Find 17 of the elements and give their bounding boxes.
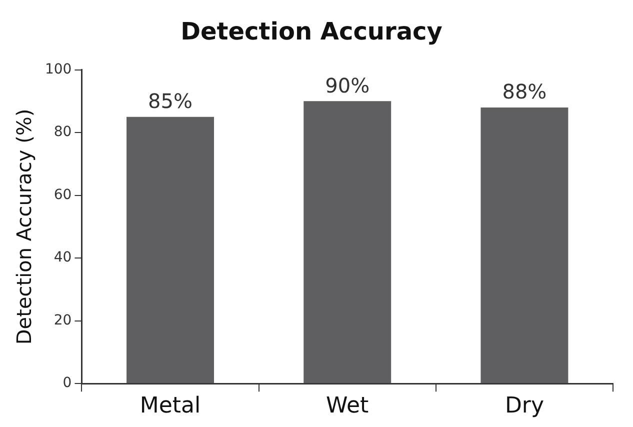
x-tick-label: Wet (326, 394, 370, 419)
data-label: 90% (325, 73, 370, 98)
bar (126, 116, 214, 384)
x-tick-label: Dry (504, 394, 544, 419)
y-tick-label: 80 (54, 124, 72, 140)
bar (480, 107, 568, 384)
data-label: 85% (148, 89, 192, 114)
y-tick-label: 100 (44, 61, 72, 78)
chart-title: Detection Accuracy (180, 18, 443, 46)
data-label: 88% (502, 80, 547, 104)
y-tick-label: 0 (62, 375, 72, 392)
y-axis-title: Detection Accuracy (%) (12, 108, 36, 345)
bar (304, 101, 392, 384)
y-tick-label: 20 (54, 312, 72, 328)
y-tick-label: 60 (54, 186, 72, 203)
x-tick-label: Metal (140, 394, 201, 419)
y-tick-label: 40 (54, 250, 72, 266)
